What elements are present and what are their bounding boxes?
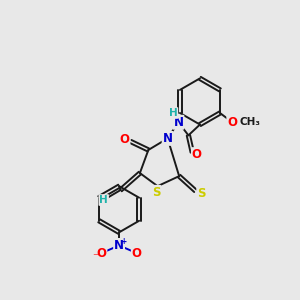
Text: S: S xyxy=(197,187,206,200)
Text: +: + xyxy=(121,237,127,246)
Text: O: O xyxy=(227,116,237,129)
Text: H: H xyxy=(169,108,177,118)
Text: O: O xyxy=(132,247,142,260)
Text: ⁻: ⁻ xyxy=(92,251,98,264)
Text: O: O xyxy=(96,247,106,260)
Text: N: N xyxy=(173,116,183,129)
Text: N: N xyxy=(114,239,124,252)
Text: O: O xyxy=(192,148,202,161)
Text: S: S xyxy=(152,186,160,199)
Text: O: O xyxy=(119,134,130,146)
Text: N: N xyxy=(163,132,172,145)
Text: H: H xyxy=(99,195,108,205)
Text: CH₃: CH₃ xyxy=(240,117,261,127)
